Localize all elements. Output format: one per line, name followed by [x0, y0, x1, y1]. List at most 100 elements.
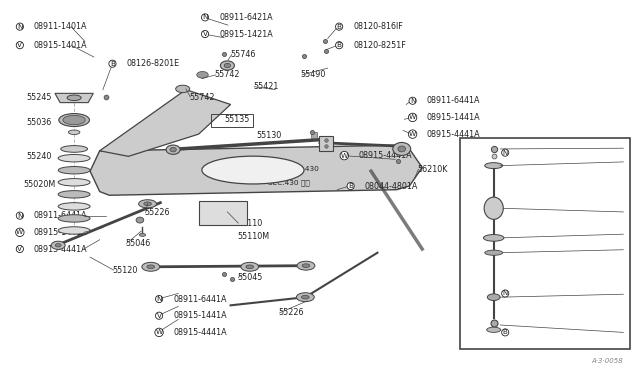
- FancyBboxPatch shape: [319, 136, 333, 151]
- FancyBboxPatch shape: [461, 138, 630, 349]
- Ellipse shape: [166, 145, 180, 154]
- Ellipse shape: [58, 203, 90, 210]
- Text: 08915-4441A: 08915-4441A: [173, 328, 227, 337]
- Text: 55020M: 55020M: [23, 180, 55, 189]
- Text: W: W: [409, 131, 416, 137]
- Ellipse shape: [486, 327, 500, 333]
- Polygon shape: [100, 90, 230, 156]
- Ellipse shape: [63, 115, 85, 125]
- Ellipse shape: [487, 294, 500, 301]
- Text: B: B: [503, 329, 508, 336]
- Ellipse shape: [483, 235, 504, 241]
- Ellipse shape: [398, 146, 406, 152]
- Text: V: V: [17, 42, 22, 48]
- Text: 08912-5421A: 08912-5421A: [519, 289, 570, 298]
- Text: 55742: 55742: [189, 93, 214, 102]
- Text: N: N: [410, 98, 415, 104]
- Ellipse shape: [144, 202, 152, 206]
- Text: 08915-4441A: 08915-4441A: [358, 151, 412, 160]
- FancyBboxPatch shape: [198, 201, 246, 225]
- Ellipse shape: [59, 113, 90, 126]
- Ellipse shape: [241, 262, 259, 271]
- Ellipse shape: [301, 295, 309, 299]
- Ellipse shape: [68, 130, 80, 135]
- Text: 08024-2751A: 08024-2751A: [519, 328, 571, 337]
- Text: 55135: 55135: [224, 115, 250, 124]
- Text: 55421: 55421: [253, 82, 278, 91]
- Text: W: W: [340, 153, 348, 158]
- Text: N: N: [502, 291, 508, 296]
- Text: 08915-4441A: 08915-4441A: [34, 244, 88, 253]
- Text: 55746: 55746: [230, 50, 256, 59]
- Ellipse shape: [58, 154, 90, 162]
- Ellipse shape: [140, 234, 146, 236]
- Text: 08915-1401A: 08915-1401A: [34, 41, 88, 50]
- Text: 08911-1401A: 08911-1401A: [34, 22, 88, 31]
- Text: 08911-6441A: 08911-6441A: [173, 295, 227, 304]
- Text: 55036: 55036: [26, 118, 51, 127]
- Text: 55742: 55742: [214, 70, 240, 79]
- Text: 08044-4801A: 08044-4801A: [365, 182, 418, 190]
- Text: V: V: [17, 246, 22, 252]
- Ellipse shape: [202, 156, 304, 184]
- Ellipse shape: [61, 145, 88, 152]
- Ellipse shape: [58, 227, 90, 234]
- Text: 55323: 55323: [505, 208, 529, 217]
- Text: 55110: 55110: [237, 219, 262, 228]
- Text: 08915-4441A: 08915-4441A: [427, 129, 480, 139]
- Text: N: N: [202, 15, 208, 20]
- Text: N: N: [156, 296, 162, 302]
- Text: W: W: [156, 329, 163, 336]
- Text: 56213: 56213: [505, 164, 529, 173]
- Ellipse shape: [246, 265, 253, 269]
- Text: 56212: 56212: [505, 230, 529, 239]
- Ellipse shape: [147, 265, 155, 269]
- Ellipse shape: [484, 250, 502, 255]
- Ellipse shape: [55, 244, 61, 247]
- Ellipse shape: [139, 200, 157, 208]
- Polygon shape: [90, 145, 422, 195]
- Text: B: B: [110, 61, 115, 67]
- Ellipse shape: [58, 190, 90, 198]
- Ellipse shape: [296, 293, 314, 302]
- Ellipse shape: [196, 71, 208, 78]
- Ellipse shape: [136, 217, 144, 223]
- Text: 55226: 55226: [145, 208, 170, 217]
- Polygon shape: [55, 93, 93, 103]
- Text: 55490: 55490: [301, 70, 326, 79]
- Ellipse shape: [170, 147, 176, 152]
- Text: 08915-1441A: 08915-1441A: [173, 311, 227, 320]
- Text: 55130: 55130: [256, 131, 282, 141]
- Text: 56210K: 56210K: [417, 165, 447, 174]
- Text: SEE SEC.430: SEE SEC.430: [272, 166, 319, 172]
- Text: 08126-8201E: 08126-8201E: [127, 59, 180, 68]
- Text: N: N: [502, 150, 508, 155]
- Text: B: B: [348, 183, 353, 189]
- Text: 55046: 55046: [125, 239, 150, 248]
- Text: 08120-816IF: 08120-816IF: [353, 22, 403, 31]
- Text: V: V: [157, 313, 161, 319]
- Text: 08915-1441A: 08915-1441A: [34, 228, 88, 237]
- Text: 08120-8251F: 08120-8251F: [353, 41, 406, 50]
- Ellipse shape: [484, 163, 502, 169]
- Ellipse shape: [484, 197, 503, 219]
- Ellipse shape: [175, 85, 189, 93]
- Ellipse shape: [67, 95, 81, 100]
- Ellipse shape: [58, 179, 90, 186]
- Text: 55240: 55240: [26, 152, 52, 161]
- Ellipse shape: [58, 215, 90, 222]
- Text: 55120: 55120: [113, 266, 138, 275]
- Ellipse shape: [302, 264, 310, 267]
- Text: 55226: 55226: [278, 308, 304, 317]
- Text: 08911-6441A: 08911-6441A: [427, 96, 480, 105]
- Text: 08911-6441A: 08911-6441A: [34, 211, 88, 220]
- Text: W: W: [409, 115, 416, 121]
- Ellipse shape: [58, 167, 90, 174]
- Text: 08911-6421A: 08911-6421A: [219, 13, 273, 22]
- Text: V: V: [202, 31, 207, 37]
- Ellipse shape: [220, 61, 234, 70]
- Text: N: N: [17, 213, 22, 219]
- Ellipse shape: [51, 241, 65, 249]
- Text: A·3·0058: A·3·0058: [591, 358, 623, 364]
- Text: 08915-1441A: 08915-1441A: [427, 113, 480, 122]
